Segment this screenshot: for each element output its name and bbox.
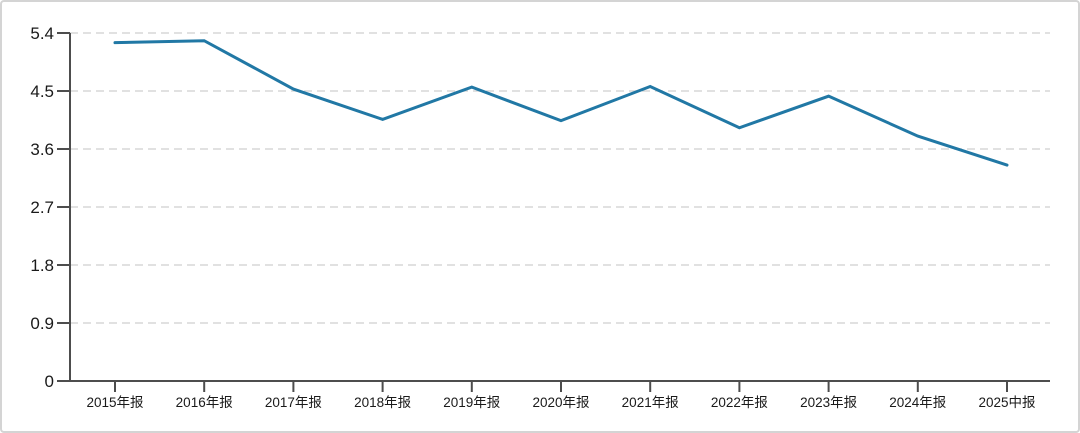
y-tick-label: 2.7 [30, 198, 54, 217]
x-tick-label: 2017年报 [265, 395, 322, 410]
x-tick-label: 2015年报 [86, 395, 143, 410]
data-series-line [113, 39, 1009, 167]
y-tick-label: 1.8 [30, 256, 54, 275]
y-tick-label: 5.4 [30, 24, 54, 43]
y-tick-label: 3.6 [30, 140, 54, 159]
x-tick-label: 2016年报 [176, 395, 233, 410]
y-tick-label: 0.9 [30, 314, 54, 333]
x-tick-label: 2024年报 [889, 395, 946, 410]
x-tick-label: 2022年报 [711, 395, 768, 410]
y-tick-label: 0 [45, 372, 54, 391]
x-tick-label: 2023年报 [800, 395, 857, 410]
x-tick-label: 2020年报 [532, 395, 589, 410]
x-tick-label: 2018年报 [354, 395, 411, 410]
x-tick-label: 2025中报 [978, 395, 1035, 410]
y-tick-label: 4.5 [30, 82, 54, 101]
x-tick-label: 2021年报 [622, 395, 679, 410]
x-tick-label: 2019年报 [443, 395, 500, 410]
